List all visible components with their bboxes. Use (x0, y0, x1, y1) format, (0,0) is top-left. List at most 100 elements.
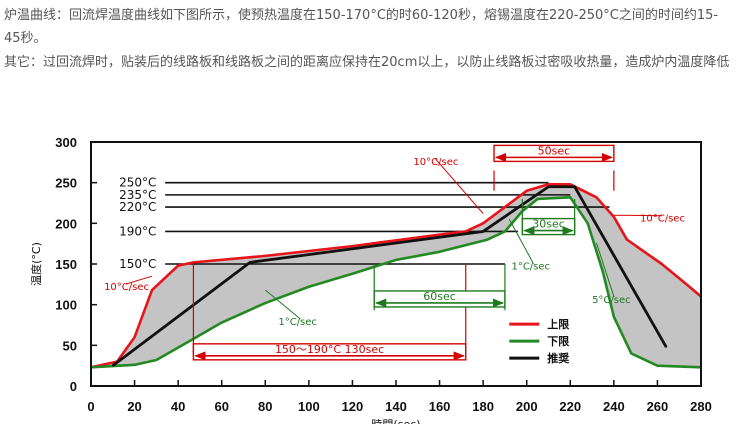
y-tick-label-3: 150 (55, 257, 77, 272)
series-1-point-11 (504, 230, 506, 233)
y-tick-label-4: 200 (55, 216, 77, 231)
series-0-point-5 (192, 261, 195, 264)
series-0-point-19 (682, 281, 685, 283)
x-tick-label-14: 280 (690, 399, 712, 414)
series-1-point-7 (351, 272, 354, 275)
series-0-point-7 (351, 245, 354, 247)
x-tick-label-9: 180 (472, 399, 494, 414)
x-tick-label-10: 200 (516, 399, 538, 414)
tolerance-band-area (91, 184, 701, 368)
series-1-point-6 (308, 285, 310, 288)
series-0-point-17 (626, 238, 628, 241)
slope-annotation-2: 10°C/sec (640, 214, 685, 225)
series-1-point-9 (438, 251, 441, 253)
series-1-point-15 (586, 222, 589, 225)
series-1-point-19 (656, 364, 659, 367)
legend-label-1: 下限 (547, 334, 569, 348)
x-tick-label-11: 220 (559, 399, 581, 414)
x-tick-label-5: 100 (298, 399, 320, 414)
paragraph-other-notes: 其它：过回流焊时，贴装后的线路板和线路板之间的距离应保持在20cm以上，以防止线… (4, 55, 730, 70)
axes: 0 50 100 150 200 250 300 0 20 40 60 80 100 120 140 160 1… (29, 135, 712, 424)
series-1-point-18 (630, 352, 633, 355)
series-0-point-16 (613, 216, 615, 218)
interval-boxes: 150～190°C 130sec 60sec 50sec 30sec (192, 144, 615, 361)
x-tick-label-6: 120 (342, 399, 364, 414)
x-tick-label-13: 260 (647, 399, 669, 414)
ref-label-250: 250°C (119, 176, 156, 190)
series-1-point-14 (569, 196, 572, 199)
annotation-pointer-2 (613, 214, 663, 217)
interval-label-1: 60sec (423, 290, 456, 303)
series-2-point-0 (111, 364, 114, 367)
y-tick-label-5: 250 (55, 176, 77, 191)
series-1-point-2 (155, 359, 158, 361)
annotation-pointer-1 (435, 158, 484, 214)
legend-label-0: 上限 (547, 317, 569, 331)
x-tick-label-8: 160 (429, 399, 451, 414)
series-0-point-6 (264, 255, 267, 257)
x-axis-title: 時間(sec) (371, 418, 420, 424)
annotation-pointer-5 (595, 242, 615, 298)
ref-label-190: 190°C (119, 224, 156, 238)
paragraph-reflow-profile: 炉温曲线：回流焊温度曲线如下图所示，使预热温度在150-170°C的时60-12… (4, 8, 719, 46)
series-2-point-1 (249, 261, 251, 264)
ref-label-220: 220°C (119, 200, 156, 214)
slope-annotation-5: 5°C/sec (592, 295, 631, 306)
ref-label-150: 150°C (119, 257, 156, 271)
legend-label-2: 推奨 (547, 351, 570, 365)
y-axis-title: 温度(°C) (29, 242, 43, 286)
series-0-point-4 (177, 264, 179, 267)
tolerance-band (91, 184, 701, 368)
series-0-point-11 (504, 206, 506, 208)
slope-annotation-0: 10°C/sec (104, 282, 149, 293)
series-1-point-5 (264, 302, 267, 304)
interval-label-0: 150～190°C 130sec (275, 343, 384, 356)
x-tick-label-4: 80 (258, 399, 272, 414)
series-0-point-9 (464, 230, 467, 233)
x-tick-label-12: 240 (603, 399, 625, 414)
series-1-point-8 (395, 259, 397, 261)
series-1-point-16 (602, 271, 604, 273)
series-0-point-12 (525, 190, 528, 192)
series-0-point-15 (595, 196, 598, 199)
y-tick-label-0: 0 (70, 379, 77, 394)
slope-annotation-4: 1°C/sec (511, 262, 550, 273)
ref-label-235: 235°C (119, 188, 156, 202)
interval-label-2: 50sec (538, 144, 571, 157)
x-tick-label-3: 60 (214, 399, 228, 414)
interval-label-3: 30sec (532, 218, 565, 231)
series-2-point-3 (547, 185, 550, 188)
series-1-point-10 (486, 238, 489, 241)
series-0-point-3 (151, 289, 153, 291)
series-lines (90, 182, 702, 369)
series-1-point-1 (133, 364, 136, 366)
x-tick-label-2: 40 (171, 399, 185, 414)
y-tick-label-6: 300 (55, 135, 77, 150)
series-2-point-4 (573, 185, 576, 188)
annotation-pointer-4 (508, 219, 534, 264)
series-0-point-18 (660, 263, 663, 265)
slope-annotations: 10°C/sec 10°C/sec 10°C/sec 1°C/sec 1°C/sec 5°… (104, 157, 685, 328)
series-1-point-13 (536, 198, 539, 200)
slope-annotation-1: 10°C/sec (413, 157, 458, 168)
x-tick-label-1: 20 (127, 399, 141, 414)
x-tick-label-7: 140 (385, 399, 407, 414)
annotation-pointer-0 (125, 275, 153, 285)
slope-annotation-3: 1°C/sec (278, 317, 317, 328)
series-line-2 (111, 185, 668, 367)
series-2-point-5 (665, 346, 667, 348)
y-tick-label-2: 100 (55, 298, 77, 313)
y-tick-label-1: 50 (63, 338, 77, 353)
series-2-point-2 (482, 230, 484, 233)
series-0-point-10 (482, 222, 484, 225)
series-1-point-4 (220, 321, 223, 324)
annotation-pointer-3 (264, 289, 301, 320)
series-0-point-2 (133, 336, 136, 338)
series-0-point-14 (569, 183, 572, 186)
series-0-point-8 (438, 233, 441, 236)
x-tick-label-0: 0 (87, 399, 94, 414)
series-1-point-17 (613, 316, 615, 318)
